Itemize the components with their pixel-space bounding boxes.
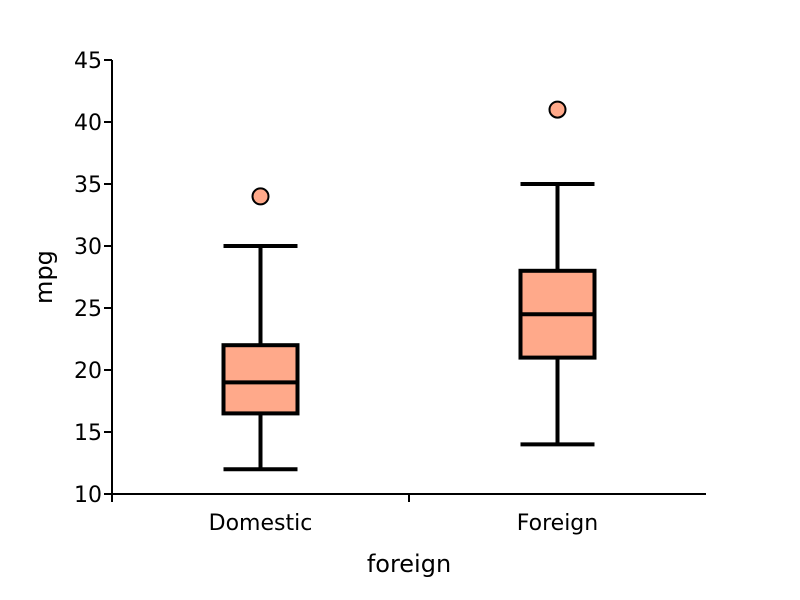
x-ticks: Domestic Foreign <box>111 494 598 536</box>
boxes <box>221 100 597 472</box>
outlier-point <box>548 100 567 119</box>
y-tick-label: 20 <box>74 359 102 384</box>
y-tick-label: 45 <box>74 49 102 74</box>
y-tick-label: 25 <box>74 297 102 322</box>
y-tick-label: 10 <box>74 483 102 508</box>
iqr-box <box>221 343 300 416</box>
y-axis: 10 15 20 25 30 35 40 45 <box>74 49 113 508</box>
y-tick-label: 35 <box>74 173 102 198</box>
x-tick-label: Domestic <box>209 511 313 536</box>
x-axis-title: foreign <box>367 550 451 578</box>
box-domestic <box>221 187 300 472</box>
y-tick-label: 15 <box>74 421 102 446</box>
y-tick-label: 30 <box>74 235 102 260</box>
x-tick-label: Foreign <box>517 511 598 536</box>
y-tick-label: 40 <box>74 111 102 136</box>
outlier-point <box>251 187 270 206</box>
y-axis-title: mpg <box>30 250 58 304</box>
x-axis: Domestic Foreign <box>111 493 706 536</box>
box-foreign <box>518 100 597 447</box>
y-ticks: 10 15 20 25 30 35 40 45 <box>74 49 112 508</box>
